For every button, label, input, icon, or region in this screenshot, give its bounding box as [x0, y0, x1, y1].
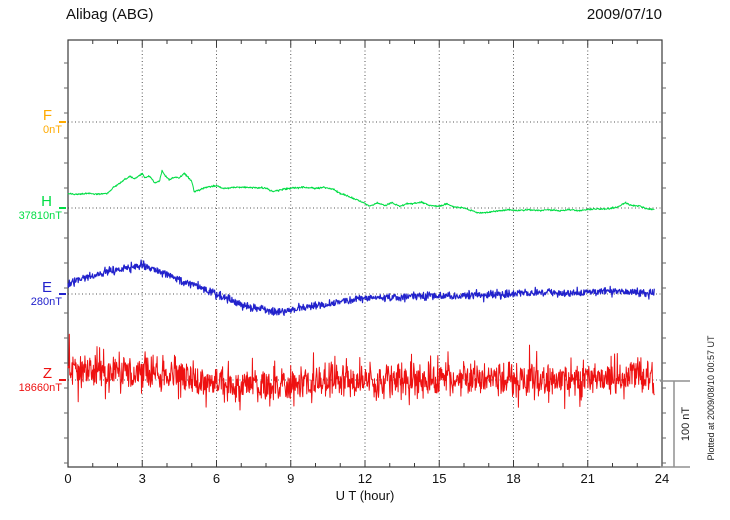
series-label-e: E [41, 279, 52, 296]
x-tick-label: 15 [432, 471, 447, 486]
x-tick-label: 0 [64, 471, 72, 486]
series-baseline-z: 18660nT [18, 382, 62, 394]
series-label-z: Z [42, 365, 52, 382]
series-baseline-h: 37810nT [18, 210, 62, 222]
x-tick-label: 3 [138, 471, 146, 486]
station-title: Alibag (ABG) [66, 6, 154, 23]
series-baseline-f: 0nT [43, 124, 62, 136]
observation-date: 2009/07/10 [586, 6, 662, 23]
series-label-h: H [41, 193, 52, 210]
scale-bar-label: 100 nT [680, 406, 692, 442]
series-baseline-e: 280nT [30, 296, 62, 308]
x-tick-label: 12 [357, 471, 373, 486]
x-tick-label: 18 [506, 471, 521, 486]
x-tick-label: 21 [580, 471, 595, 486]
x-tick-label: 24 [654, 471, 670, 486]
x-tick-label: 9 [287, 471, 295, 486]
trace-z [67, 333, 655, 411]
trace-h [67, 169, 655, 214]
plotted-at-timestamp: Plotted at 2009/08/10 00:57 UT [706, 335, 716, 461]
series-label-f: F [42, 107, 52, 124]
x-axis-title: U T (hour) [335, 488, 395, 503]
trace-e [67, 259, 655, 316]
x-tick-label: 6 [212, 471, 221, 486]
